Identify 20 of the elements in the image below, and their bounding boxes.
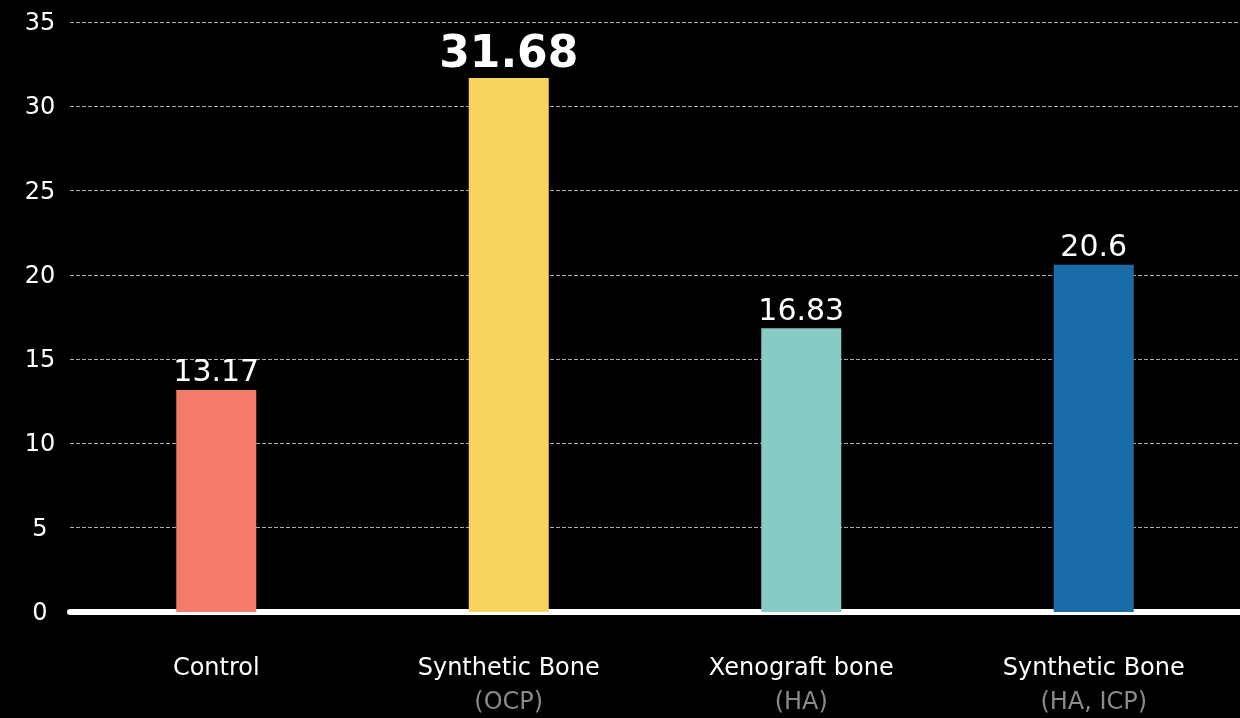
y-tick-label: 5	[32, 513, 48, 542]
y-tick-label: 25	[24, 176, 56, 205]
x-tick-label: Control	[172, 653, 260, 681]
data-label: 20.6	[1060, 228, 1128, 264]
y-tick-label: 20	[24, 260, 56, 289]
bar	[176, 389, 257, 612]
data-label: 16.83	[758, 291, 845, 327]
bar	[1053, 264, 1134, 612]
data-label: 31.68	[439, 26, 579, 78]
y-tick-label: 35	[24, 8, 56, 36]
x-tick-label: Xenograft bone (HA)	[708, 653, 894, 715]
y-tick-label: 15	[24, 345, 56, 374]
data-label: 13.17	[173, 353, 260, 389]
y-tick-label: 10	[24, 429, 56, 458]
y-tick-label: 30	[24, 92, 56, 121]
y-tick-label: 0	[32, 598, 48, 626]
bar	[761, 328, 842, 612]
x-tick-label: Synthetic Bone (HA, ICP)	[1002, 653, 1185, 715]
x-tick-label: Synthetic Bone (OCP)	[417, 653, 600, 715]
bar	[468, 77, 549, 612]
